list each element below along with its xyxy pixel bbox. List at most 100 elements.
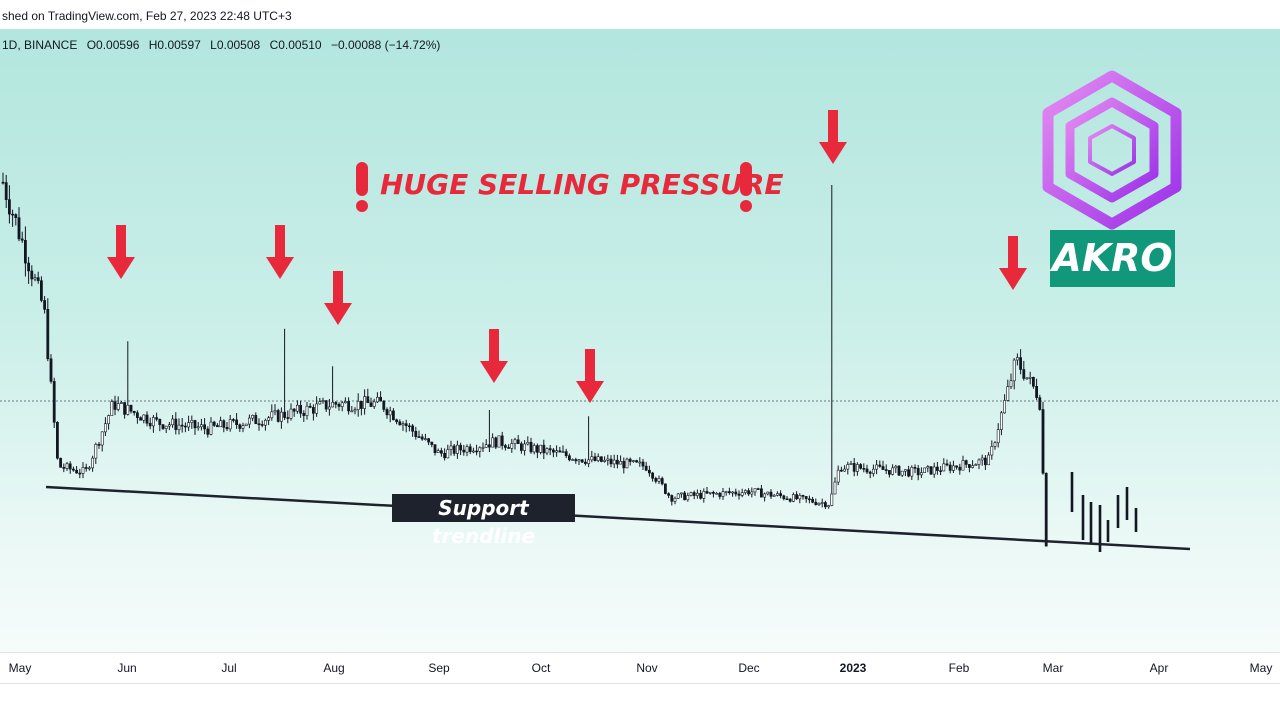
candle-body [1044, 472, 1048, 547]
candle-body [462, 449, 466, 453]
candle-body [494, 437, 498, 448]
candle-body [27, 262, 31, 272]
candle-body [855, 464, 859, 472]
candle-body [139, 417, 143, 421]
candle-body [251, 415, 255, 419]
candle-body [916, 468, 920, 476]
candle-body [958, 466, 962, 471]
candle-body [388, 410, 392, 416]
candle-body [225, 427, 229, 430]
candle-body [379, 396, 383, 402]
ohlc-legend: 1D, BINANCE O0.00596 H0.00597 L0.00508 C… [2, 38, 446, 52]
candle-body [753, 488, 757, 493]
candle-body [222, 420, 226, 428]
candle-body [187, 422, 191, 428]
candle-body [702, 491, 706, 499]
candle-body [267, 417, 271, 421]
candle-body [801, 495, 805, 497]
x-tick-label: Jun [117, 661, 137, 675]
candle-body [212, 421, 216, 426]
candle-body [686, 495, 690, 501]
candle-body [219, 420, 223, 428]
candle-body [292, 408, 296, 412]
x-tick-label: 2023 [839, 661, 867, 675]
candle-body [94, 444, 98, 459]
candle-body [619, 461, 623, 465]
candle-body [286, 417, 290, 419]
candle-body [279, 411, 283, 422]
candle-body [120, 402, 123, 404]
candle-body [46, 309, 50, 360]
candle-body [289, 408, 293, 419]
candle-body [993, 442, 997, 447]
candle-body [484, 444, 488, 448]
candle-body [299, 404, 303, 414]
candle-body [942, 463, 946, 472]
candle-body [535, 445, 539, 453]
candle-body [782, 495, 786, 500]
candle-body [980, 457, 984, 461]
candle-body [311, 407, 315, 414]
candle-body [999, 412, 1003, 430]
candle-body [529, 441, 533, 453]
candle-body [75, 469, 79, 474]
candle-body [679, 492, 683, 495]
candle-body [571, 459, 575, 461]
x-tick-label: Dec [738, 661, 760, 675]
candle-body [676, 493, 680, 499]
candle-body [945, 463, 949, 466]
candle-body [727, 491, 731, 494]
candle-body [295, 404, 299, 412]
candle-body [433, 444, 437, 453]
candle-body [17, 217, 21, 240]
candle-body [977, 459, 981, 465]
candle-body [84, 467, 88, 469]
candle-body [526, 441, 530, 445]
candle-body [875, 464, 879, 470]
candle-body [155, 417, 159, 420]
candle-body [436, 450, 440, 453]
candle-body [830, 493, 834, 506]
candle-body [891, 467, 895, 475]
candle-body [401, 423, 405, 426]
candle-body [955, 465, 959, 468]
candle-body [996, 429, 1000, 444]
candle-body [852, 463, 856, 472]
candle-body [862, 468, 866, 470]
candle-body [721, 491, 725, 497]
x-tick-label: Sep [428, 661, 450, 675]
candle-body [228, 419, 232, 430]
down-arrow-icon [999, 236, 1027, 290]
candle-body [500, 435, 504, 446]
candle-body [964, 460, 968, 465]
candle-body [641, 461, 645, 467]
candle-body [55, 421, 59, 459]
candle-body [747, 490, 751, 495]
candle-body [430, 441, 434, 445]
candle-body [353, 409, 357, 412]
candle-body [20, 238, 24, 241]
candle-body [359, 400, 363, 409]
projected-bar [1081, 495, 1085, 540]
candle-body [561, 451, 565, 453]
projected-bar [1125, 487, 1129, 520]
candle-body [609, 458, 613, 465]
candle-body [270, 411, 274, 419]
down-arrow-icon [324, 271, 352, 325]
candle-body [903, 469, 907, 472]
candle-body [104, 423, 107, 433]
candle-body [567, 455, 571, 461]
candle-body [756, 488, 760, 490]
candle-body [305, 405, 309, 416]
candle-body [798, 495, 802, 500]
candle-body [897, 465, 901, 476]
candle-body [350, 410, 354, 413]
candle-body [718, 492, 722, 497]
candle-body [919, 472, 923, 476]
candle-body [241, 425, 245, 429]
time-axis[interactable]: May Jun Jul Aug Sep Oct Nov Dec 2023 Feb Mar Apr May [0, 652, 1280, 684]
candle-body [1006, 386, 1010, 401]
candle-body [740, 492, 744, 496]
candle-body [868, 471, 872, 474]
candle-body [324, 400, 328, 410]
